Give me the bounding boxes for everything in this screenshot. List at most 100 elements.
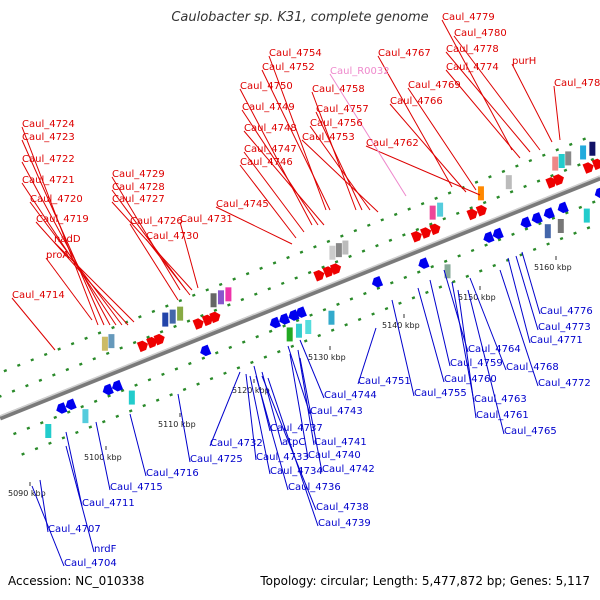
gene-label: Caul_4725 <box>190 454 243 465</box>
leader-line <box>521 251 541 315</box>
gene-label: Caul_4761 <box>476 410 529 421</box>
tick-mark <box>255 334 260 339</box>
forward-gene-box <box>342 240 349 255</box>
tick-mark <box>313 245 317 249</box>
tick-mark <box>245 272 250 276</box>
tick-mark <box>326 239 331 244</box>
reverse-gene-arrow <box>269 316 281 329</box>
tick-mark <box>142 403 147 408</box>
forward-gene-arrow <box>146 336 158 349</box>
genome-backbone-highlight <box>0 175 600 417</box>
tick-mark <box>511 232 515 237</box>
tick-mark <box>363 291 367 296</box>
gene-label: Caul_4763 <box>474 394 527 405</box>
reverse-gene-box <box>328 310 335 325</box>
tick-mark <box>317 333 322 338</box>
leader-line <box>239 88 313 226</box>
tick-mark <box>586 226 591 230</box>
tick-mark <box>165 304 169 308</box>
tick-mark <box>398 301 402 305</box>
scale-label: 5120 kbp <box>232 386 270 395</box>
gene-label: Caul_4727 <box>112 194 165 205</box>
tick-mark <box>532 247 537 252</box>
forward-gene-box <box>329 245 336 260</box>
tick-mark <box>205 288 210 292</box>
tick-mark <box>30 358 35 362</box>
forward-gene-arrow <box>322 266 334 278</box>
gene-label: Caul_4720 <box>30 194 83 205</box>
tick-mark <box>550 173 554 178</box>
backbone-group <box>0 175 600 421</box>
forward-gene-arrow <box>466 208 478 221</box>
gene-label: atpC <box>282 437 305 448</box>
tick-mark <box>303 339 308 343</box>
gene-label: Caul_4779 <box>442 12 495 23</box>
forward-gene-arrow <box>552 174 564 186</box>
forward-gene-box <box>552 156 559 171</box>
leader-line <box>129 223 179 301</box>
tick-mark <box>182 387 187 392</box>
leader-line <box>111 189 187 291</box>
reverse-gene-box <box>295 323 302 338</box>
tick-mark <box>546 242 550 246</box>
tick-mark <box>21 452 25 456</box>
tick-mark <box>551 216 556 220</box>
leader-line <box>53 241 135 323</box>
gene-label: Caul_4767 <box>378 48 431 59</box>
gene-label: Caul_R0032 <box>330 66 390 77</box>
tick-mark <box>474 180 479 184</box>
gene-label: Caul_4714 <box>12 290 65 301</box>
forward-gene-arrow <box>136 340 148 353</box>
gene-label: Caul_4774 <box>446 62 499 73</box>
gene-label: Caul_4757 <box>316 104 369 115</box>
gene-label: proA <box>46 250 69 261</box>
tick-mark <box>349 297 354 301</box>
tick-mark <box>501 169 506 174</box>
leader-line <box>451 281 475 403</box>
genome-summary-text: Topology: circular; Length: 5,477,872 bp… <box>260 574 590 588</box>
gene-label: Caul_4704 <box>64 558 117 569</box>
tick-mark <box>407 207 412 211</box>
leader-line <box>297 349 315 446</box>
tick-mark <box>147 378 152 382</box>
tick-mark <box>442 217 447 221</box>
leader-line <box>21 161 111 326</box>
leader-line <box>31 485 65 567</box>
gene-label: Caul_4756 <box>310 118 363 129</box>
tick-mark <box>61 436 66 440</box>
reverse-gene-box <box>557 218 564 233</box>
leader-line <box>45 257 93 321</box>
tick-mark <box>39 421 44 425</box>
leader-line <box>267 377 319 527</box>
tick-mark <box>488 175 492 179</box>
forward-gene-arrow <box>329 263 342 275</box>
leader-line <box>255 375 289 491</box>
tick-mark <box>478 269 483 273</box>
leader-line <box>179 221 199 289</box>
tick-mark <box>263 355 268 359</box>
forward-gene-box <box>108 334 115 349</box>
tick-mark <box>65 367 70 372</box>
tick-mark <box>348 254 352 259</box>
tick-mark <box>330 328 335 332</box>
forward-gene-arrow <box>429 223 441 236</box>
tick-mark <box>470 248 475 253</box>
gene-label: Caul_4753 <box>302 132 355 143</box>
tick-mark <box>353 228 358 233</box>
forward-gene-arrow <box>410 231 422 243</box>
gene-label: Caul_4732 <box>210 438 263 449</box>
tick-mark <box>223 371 227 375</box>
tick-mark <box>538 221 542 226</box>
reverse-gene-box <box>583 208 590 223</box>
leader-line <box>407 87 477 191</box>
tick-mark <box>380 218 385 222</box>
forward-gene-arrow <box>591 158 600 171</box>
reverse-gene-box <box>286 327 293 342</box>
leader-line <box>315 111 363 211</box>
tick-mark <box>563 168 568 172</box>
tick-mark <box>134 383 138 387</box>
gene-label: Caul_4768 <box>506 362 559 373</box>
tick-mark <box>218 282 223 287</box>
tick-mark <box>43 352 48 357</box>
tick-mark <box>259 266 263 271</box>
